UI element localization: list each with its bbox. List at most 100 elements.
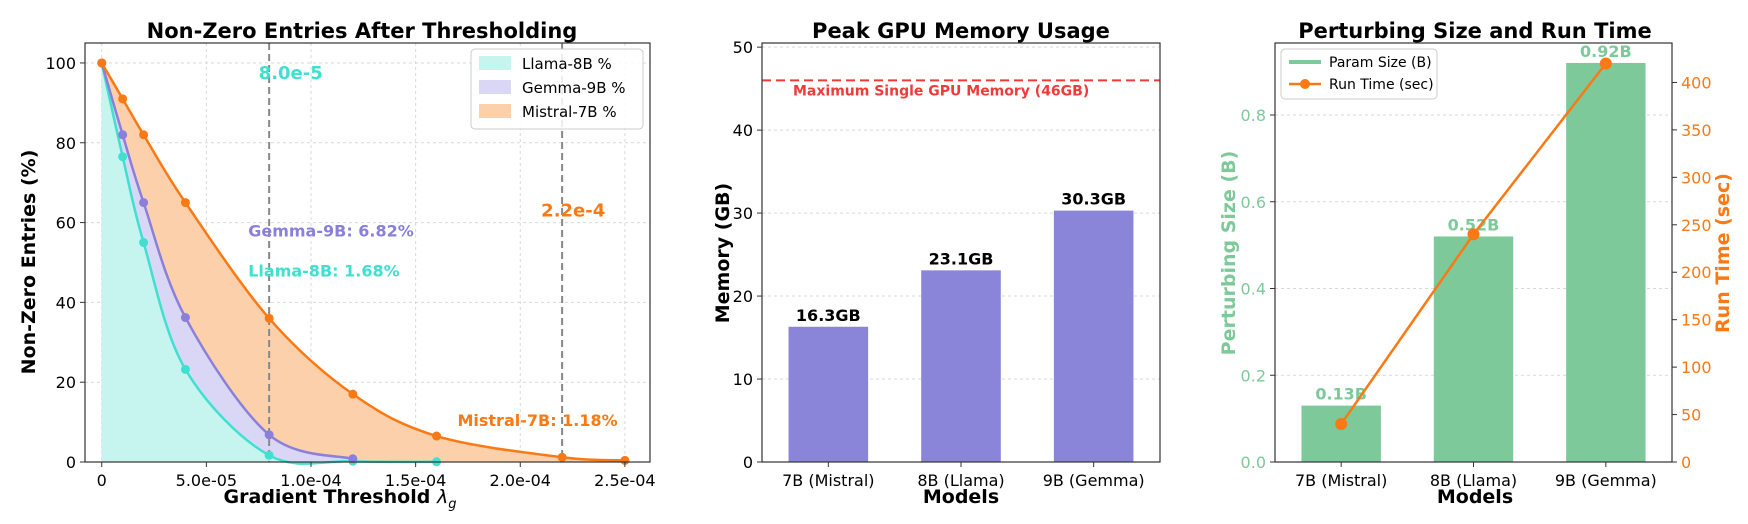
- annotation-label: Mistral-7B: 1.18%: [457, 411, 617, 430]
- x-axis-label: Models: [1437, 486, 1513, 508]
- area-fill-2: [101, 62, 625, 462]
- chart-title: Perturbing Size and Run Time: [1298, 19, 1651, 43]
- bars: 0.13B 0.52B 0.92B: [1301, 42, 1646, 462]
- y-axis-label: Non-Zero Entries (%): [18, 150, 40, 375]
- y-tick-label: 10: [733, 370, 753, 389]
- bar: [1301, 405, 1381, 462]
- data-point: [557, 452, 567, 462]
- legend-label: Mistral-7B %: [522, 103, 617, 121]
- x-axis-label: Models: [923, 486, 999, 508]
- x-tick-label: 1.5e-04: [385, 471, 446, 490]
- y-tick-label-left: 0.6: [1241, 193, 1266, 212]
- legend: Llama-8B % Gemma-9B % Mistral-7B %: [470, 48, 644, 130]
- axis-ticks: 0.0 0.2 0.4 0.6 0.8 0 50 100 150 200 250 300 350 400 7…: [1241, 73, 1712, 490]
- legend-box: [470, 48, 644, 130]
- y-tick-label-right: 200: [1681, 263, 1712, 282]
- y-tick-label: 50: [733, 38, 753, 57]
- x-tick-label: 8B (Llama): [1430, 471, 1517, 490]
- x-tick-label: 0: [97, 471, 107, 490]
- series-points: [97, 58, 630, 467]
- bar-value-label: 0.52B: [1448, 215, 1500, 234]
- bars: 16.3GB 23.1GB 30.3GB: [788, 190, 1134, 462]
- data-point: [264, 313, 274, 323]
- y-tick-label: 80: [56, 134, 76, 153]
- data-point: [180, 198, 190, 208]
- x-tick-label: 7B (Mistral): [1295, 471, 1387, 490]
- legend-label: Llama-8B %: [522, 55, 612, 73]
- runtime-point: [1335, 418, 1348, 431]
- y-axis-label-left: Perturbing Size (B): [1218, 151, 1240, 356]
- runtime-point: [1467, 228, 1480, 241]
- legend-swatch: [479, 104, 511, 118]
- threshold-label: 8.0e-5: [259, 63, 323, 84]
- chart-title: Peak GPU Memory Usage: [812, 19, 1110, 43]
- legend-swatch: [479, 80, 511, 94]
- y-tick-label-left: 0.8: [1241, 106, 1266, 125]
- y-tick-label: 40: [56, 293, 76, 312]
- data-point: [264, 430, 274, 440]
- max-memory-label: Maximum Single GPU Memory (46GB): [793, 83, 1089, 99]
- data-point: [118, 94, 128, 104]
- legend-swatch: [479, 56, 511, 70]
- y-tick-label-right: 350: [1681, 121, 1712, 140]
- bar-value-label: 0.13B: [1315, 385, 1367, 404]
- y-tick-label: 30: [733, 204, 753, 223]
- panel-gpu-memory: Peak GPU Memory Usage Models Memory (GB)…: [712, 19, 1161, 508]
- legend-marker-runtime: [1300, 79, 1310, 89]
- y-axis-label-right: Run Time (sec): [1712, 173, 1734, 333]
- data-point: [348, 389, 358, 399]
- legend-label: Gemma-9B %: [522, 79, 626, 97]
- y-tick-label: 0: [66, 453, 76, 472]
- data-point: [180, 313, 190, 323]
- axis-ticks: 0 5.0e-05 1.0e-04 1.5e-04 2.0e-04 2.5e-04 0 20 4…: [45, 54, 655, 490]
- data-point: [180, 364, 190, 374]
- y-tick-label: 20: [733, 287, 753, 306]
- annotation-label: Gemma-9B: 6.82%: [248, 222, 414, 241]
- x-tick-label: 8B (Llama): [917, 471, 1004, 490]
- bar-value-label: 23.1GB: [929, 249, 994, 268]
- axis-ticks: 0 10 20 30 40 50 7B (Mistral) 8B (Llama) 9B (Gem…: [733, 38, 1145, 490]
- data-point: [348, 454, 358, 464]
- data-point: [139, 130, 149, 140]
- bar-value-label: 30.3GB: [1061, 190, 1126, 209]
- area-fill-0: [101, 62, 437, 464]
- x-tick-label: 9B (Gemma): [1043, 471, 1145, 490]
- y-tick-label-right: 300: [1681, 168, 1712, 187]
- annotations: 8.0e-5 2.2e-4 Gemma-9B: 6.82% Llama-8B: 1.6…: [248, 63, 617, 430]
- bar-value-label: 16.3GB: [796, 306, 861, 325]
- x-tick-label: 9B (Gemma): [1555, 471, 1657, 490]
- runtime-line: [1335, 57, 1612, 431]
- y-tick-label-right: 150: [1681, 311, 1712, 330]
- plot-frame: [84, 42, 651, 463]
- y-tick-label-left: 0.0: [1241, 453, 1266, 472]
- panel-perturbing-size: Perturbing Size and Run Time Models Pert…: [1218, 19, 1734, 508]
- bar: [921, 270, 1001, 462]
- data-point: [118, 130, 128, 140]
- series-line-2: [100, 62, 625, 462]
- x-tick-label: 7B (Mistral): [782, 471, 874, 490]
- data-point: [432, 431, 442, 441]
- y-tick-label: 20: [56, 373, 76, 392]
- y-tick-label: 0: [743, 453, 753, 472]
- data-point: [118, 152, 128, 162]
- legend: Param Size (B) Run Time (sec): [1280, 48, 1438, 100]
- x-tick-label: 2.5e-04: [594, 471, 655, 490]
- y-tick-label: 60: [56, 214, 76, 233]
- data-point: [97, 58, 107, 68]
- bar: [1566, 62, 1646, 462]
- y-axis-label: Memory (GB): [712, 183, 734, 323]
- y-tick-label-right: 0: [1681, 453, 1691, 472]
- max-memory-line: Maximum Single GPU Memory (46GB): [762, 79, 1160, 99]
- bar: [1433, 236, 1514, 462]
- x-tick-label: 5.0e-05: [176, 471, 237, 490]
- bar: [788, 326, 869, 462]
- y-tick-label-right: 50: [1681, 406, 1701, 425]
- data-point: [139, 198, 149, 208]
- legend-label: Run Time (sec): [1329, 77, 1434, 93]
- data-point: [264, 450, 274, 460]
- annotation-label: Llama-8B: 1.68%: [248, 261, 399, 280]
- data-point: [620, 455, 630, 465]
- y-tick-label: 40: [733, 121, 753, 140]
- x-tick-label: 2.0e-04: [490, 471, 551, 490]
- x-tick-label: 1.0e-04: [280, 471, 341, 490]
